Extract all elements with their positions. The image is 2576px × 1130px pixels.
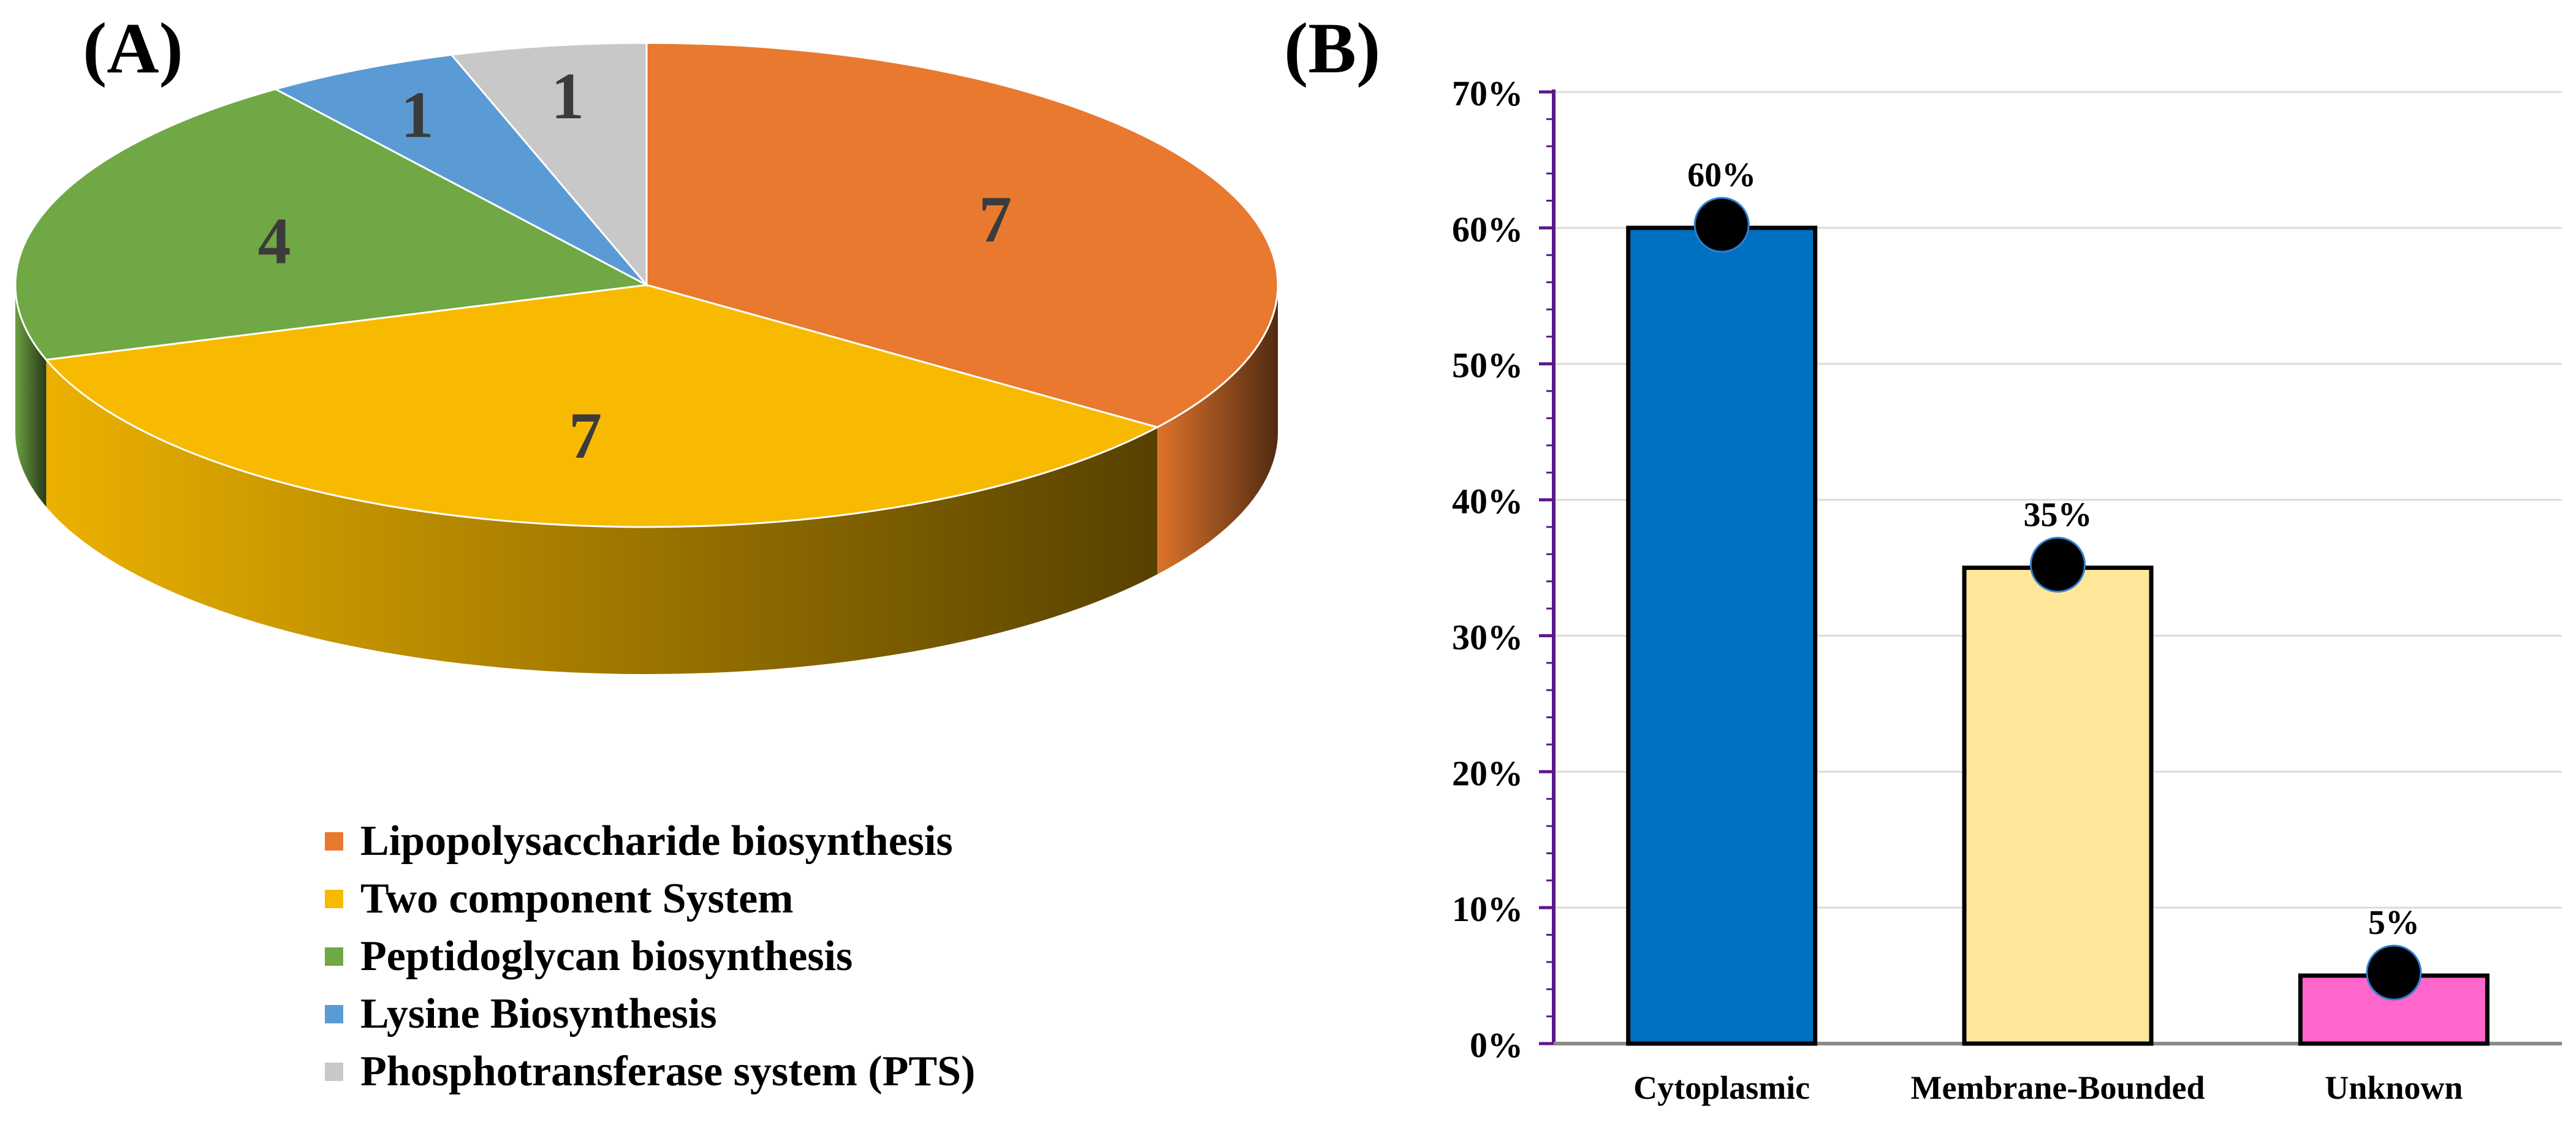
pie-slice-peptidoglycan-biosynthesis <box>14 88 650 361</box>
y-tick-label: 40% <box>1452 482 1523 521</box>
pie-legend: Lipopolysaccharide biosynthesis Two compo… <box>325 817 975 1095</box>
pie-slice-phosphotransferase-system-pts <box>449 42 648 288</box>
x-tick-label-unknown: Unknown <box>2325 1069 2463 1106</box>
pie-value-label-peptidoglycan-biosynthesis: 4 <box>258 205 291 278</box>
bar-marker-unknown <box>2366 944 2422 1001</box>
panel-label-b: (B) <box>1284 8 1380 88</box>
x-tick-label-membrane-bounded: Membrane-Bounded <box>1910 1069 2205 1106</box>
pie-slice-two-component-system <box>44 284 1160 528</box>
bar-x-labels: Cytoplasmic Membrane-Bounded Unknown <box>1633 1069 2463 1106</box>
legend-swatch-two-component-system <box>325 890 343 908</box>
legend-label-lipopolysaccharide-biosynthesis: Lipopolysaccharide biosynthesis <box>360 817 953 865</box>
x-tick-label-cytoplasmic: Cytoplasmic <box>1633 1069 1810 1106</box>
y-tick-label: 60% <box>1452 210 1523 249</box>
pie-value-label-lysine-biosynthesis: 1 <box>401 78 434 151</box>
y-tick-label: 50% <box>1452 346 1523 385</box>
pie-value-label-phosphotransferase-system-pts: 1 <box>551 60 584 133</box>
pie-value-label-two-component-system: 7 <box>569 400 602 472</box>
y-tick-label: 10% <box>1452 889 1523 929</box>
pie-slice-lysine-biosynthesis <box>273 53 648 286</box>
legend-label-peptidoglycan-biosynthesis: Peptidoglycan biosynthesis <box>360 933 853 980</box>
pie-top-slices <box>14 42 1279 528</box>
panel-label-a: (A) <box>83 8 183 88</box>
pie-value-labels: 7 7 4 1 1 <box>258 60 1012 472</box>
legend-swatch-peptidoglycan-biosynthesis <box>325 947 343 966</box>
pie-value-label-lipopolysaccharide-biosynthesis: 7 <box>979 183 1012 256</box>
y-tick-label: 30% <box>1452 617 1523 657</box>
bar-marker-cytoplasmic <box>1693 197 1750 253</box>
bar-chart-panel: (B) 0% 10% 20% 30% 40% 50% 60% 70% 60% 35% 5% Cyt… <box>1284 8 2562 1106</box>
y-tick-label: 20% <box>1452 753 1523 793</box>
pie-side-peptidoglycan-biosynthesis-shade <box>15 285 47 507</box>
legend-swatch-phosphotransferase-system-pts <box>325 1063 343 1081</box>
legend-label-lysine-biosynthesis: Lysine Biosynthesis <box>360 990 717 1037</box>
bar-value-label-unknown: 5% <box>2368 904 2420 942</box>
pie-side-two-component-system-shade <box>46 360 1158 674</box>
bar-value-label-membrane-bounded: 35% <box>2024 496 2092 534</box>
pie-3d-sides <box>15 285 1278 674</box>
legend-swatch-lysine-biosynthesis <box>325 1005 343 1023</box>
bar-marker-membrane-bounded <box>2030 537 2086 593</box>
pie-side-lipopolysaccharide-biosynthesis-shade <box>1157 285 1278 575</box>
legend-label-two-component-system: Two component System <box>360 875 793 922</box>
bar-marks: 60% 35% 5% <box>1626 156 2490 1046</box>
y-tick-label: 0% <box>1470 1025 1523 1065</box>
pie-chart-panel: (A) 7 7 4 1 1 Lipopolysaccharide biosynthesi… <box>14 8 1279 1095</box>
bar-cytoplasmic <box>1626 226 1818 1046</box>
pie-slice-lipopolysaccharide-biosynthesis <box>645 42 1279 428</box>
bar-membrane-bounded <box>1962 566 2154 1046</box>
y-tick-label: 70% <box>1452 74 1523 113</box>
legend-swatch-lipopolysaccharide-biosynthesis <box>325 832 343 851</box>
legend-label-phosphotransferase-system-pts: Phosphotransferase system (PTS) <box>360 1048 975 1095</box>
bar-value-label-cytoplasmic: 60% <box>1687 156 1756 194</box>
